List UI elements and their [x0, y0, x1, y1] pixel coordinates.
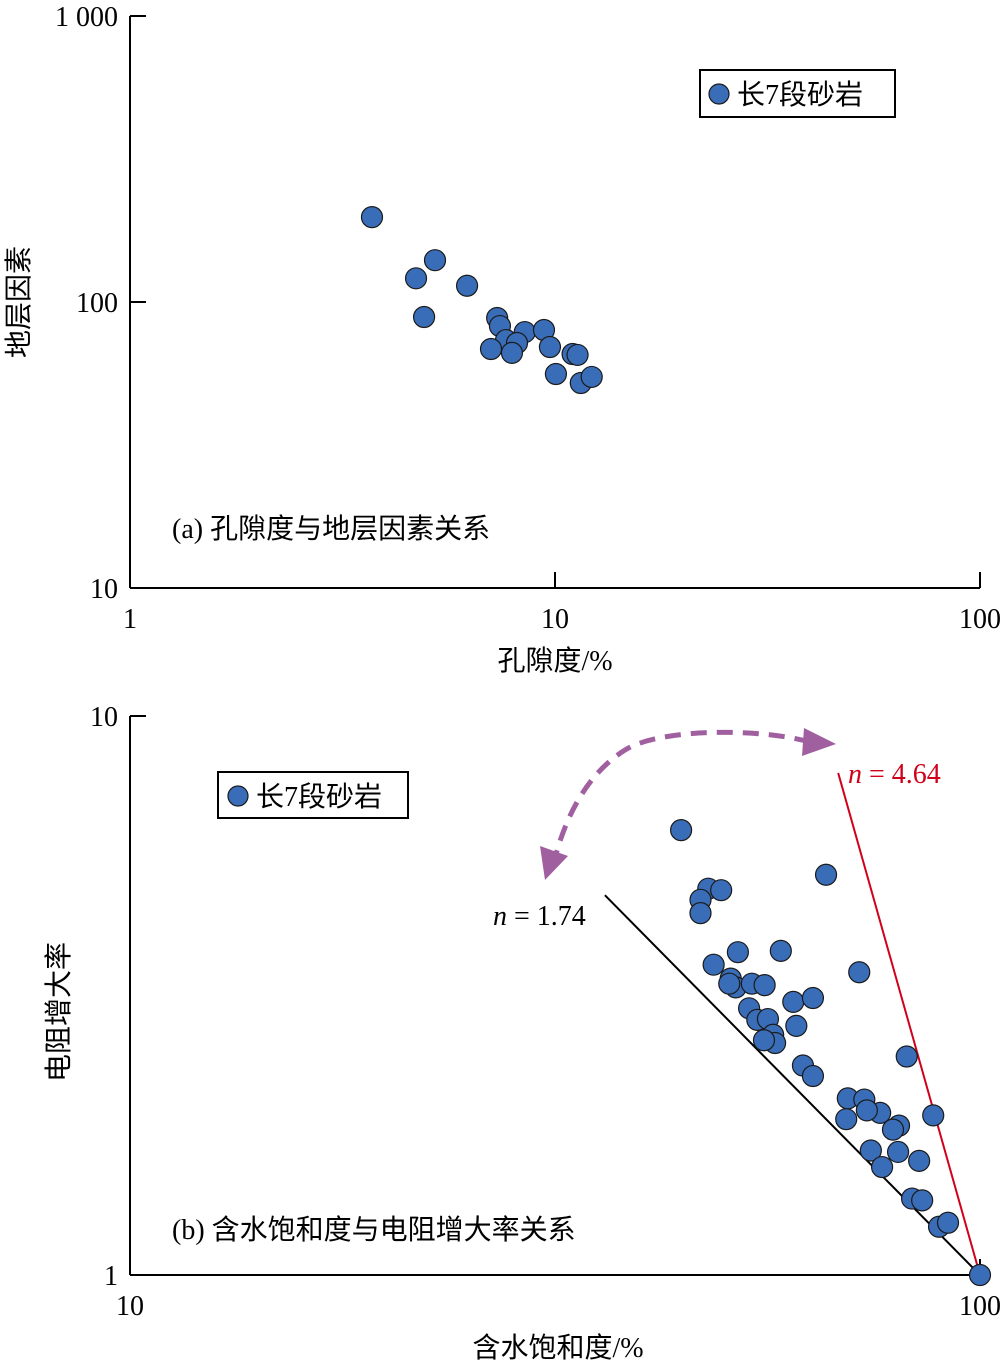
label-value: = 4.64	[862, 759, 941, 790]
panel-b-points	[670, 819, 992, 1287]
legend-marker	[227, 785, 249, 807]
fit-line-1	[837, 772, 981, 1276]
data-point	[859, 1139, 882, 1162]
data-point	[922, 1104, 945, 1127]
panel-b-legend: 长7段砂岩	[217, 771, 409, 819]
panel-a-x-label: 孔隙度/%	[497, 645, 612, 677]
data-point	[814, 863, 838, 886]
panel-a-points	[360, 206, 603, 395]
data-point	[895, 1045, 918, 1068]
panel-a-legend: 长7段砂岩	[699, 69, 896, 118]
data-point	[769, 939, 792, 963]
panel-b-x-label: 含水饱和度/%	[472, 1332, 643, 1364]
x-tick-label: 10	[116, 1291, 144, 1322]
data-point	[785, 1014, 808, 1038]
legend-box	[217, 771, 409, 819]
x-tick-label: 100	[959, 1291, 1000, 1322]
panel-b-fit-lines	[604, 772, 981, 1276]
y-tick-label: 1 000	[55, 2, 118, 33]
data-point	[968, 1263, 992, 1287]
arrow-head-right	[802, 728, 836, 756]
y-tick-label: 1	[104, 1261, 118, 1292]
legend-label: 长7段砂岩	[737, 79, 863, 111]
dashed-arrow-curve	[552, 729, 811, 859]
data-point	[479, 337, 503, 361]
panel-b-axes	[129, 716, 980, 1276]
panel-b-panel-label: (b) 含水饱和度与电阻增大率关系	[172, 1214, 576, 1246]
data-point	[689, 902, 712, 925]
data-point	[936, 1211, 960, 1234]
fit-line-label-n174: n = 1.74	[493, 901, 586, 932]
data-point	[718, 972, 741, 995]
data-point	[566, 343, 589, 367]
double-arrow-annotation	[540, 728, 836, 880]
x-tick-label: 1	[123, 604, 137, 635]
data-point	[710, 879, 733, 902]
data-point	[702, 953, 725, 976]
data-point	[908, 1149, 931, 1172]
data-point	[870, 1155, 894, 1179]
data-point	[848, 961, 871, 984]
x-tick-label: 10	[541, 604, 569, 635]
data-point	[881, 1118, 905, 1141]
data-point	[423, 249, 447, 272]
data-point	[726, 941, 749, 964]
y-tick-label: 10	[90, 702, 118, 733]
label-n: n	[848, 759, 862, 790]
panel-a-panel-label: (a) 孔隙度与地层因素关系	[172, 513, 490, 545]
data-point	[455, 274, 479, 297]
y-tick-label: 100	[76, 288, 118, 319]
data-point	[911, 1189, 934, 1212]
data-point	[580, 365, 603, 389]
y-tick-label: 10	[90, 574, 118, 605]
label-n: n	[493, 901, 507, 932]
data-point	[544, 362, 568, 386]
panel-a-y-label: 地层因素	[3, 246, 35, 358]
data-point	[404, 267, 428, 290]
legend-marker	[708, 83, 730, 105]
data-point	[360, 206, 384, 229]
data-point	[801, 986, 825, 1010]
legend-box	[699, 69, 896, 118]
label-value: = 1.74	[507, 901, 586, 932]
data-point	[782, 990, 805, 1014]
data-point	[412, 305, 436, 329]
arrow-head-left	[540, 846, 568, 880]
panel-b-y-label: 电阻增大率	[43, 942, 75, 1082]
data-point	[500, 341, 524, 364]
data-point	[886, 1140, 910, 1164]
fit-line-0	[604, 894, 981, 1276]
data-point	[835, 1108, 858, 1131]
fit-line-label-n464: n = 4.64	[848, 759, 941, 790]
data-point	[801, 1064, 825, 1088]
data-point	[670, 819, 693, 842]
legend-label: 长7段砂岩	[256, 781, 382, 813]
x-tick-label: 100	[959, 604, 1000, 635]
data-point	[753, 974, 776, 997]
data-point	[855, 1099, 878, 1122]
data-point	[538, 335, 562, 359]
data-point	[752, 1029, 776, 1052]
